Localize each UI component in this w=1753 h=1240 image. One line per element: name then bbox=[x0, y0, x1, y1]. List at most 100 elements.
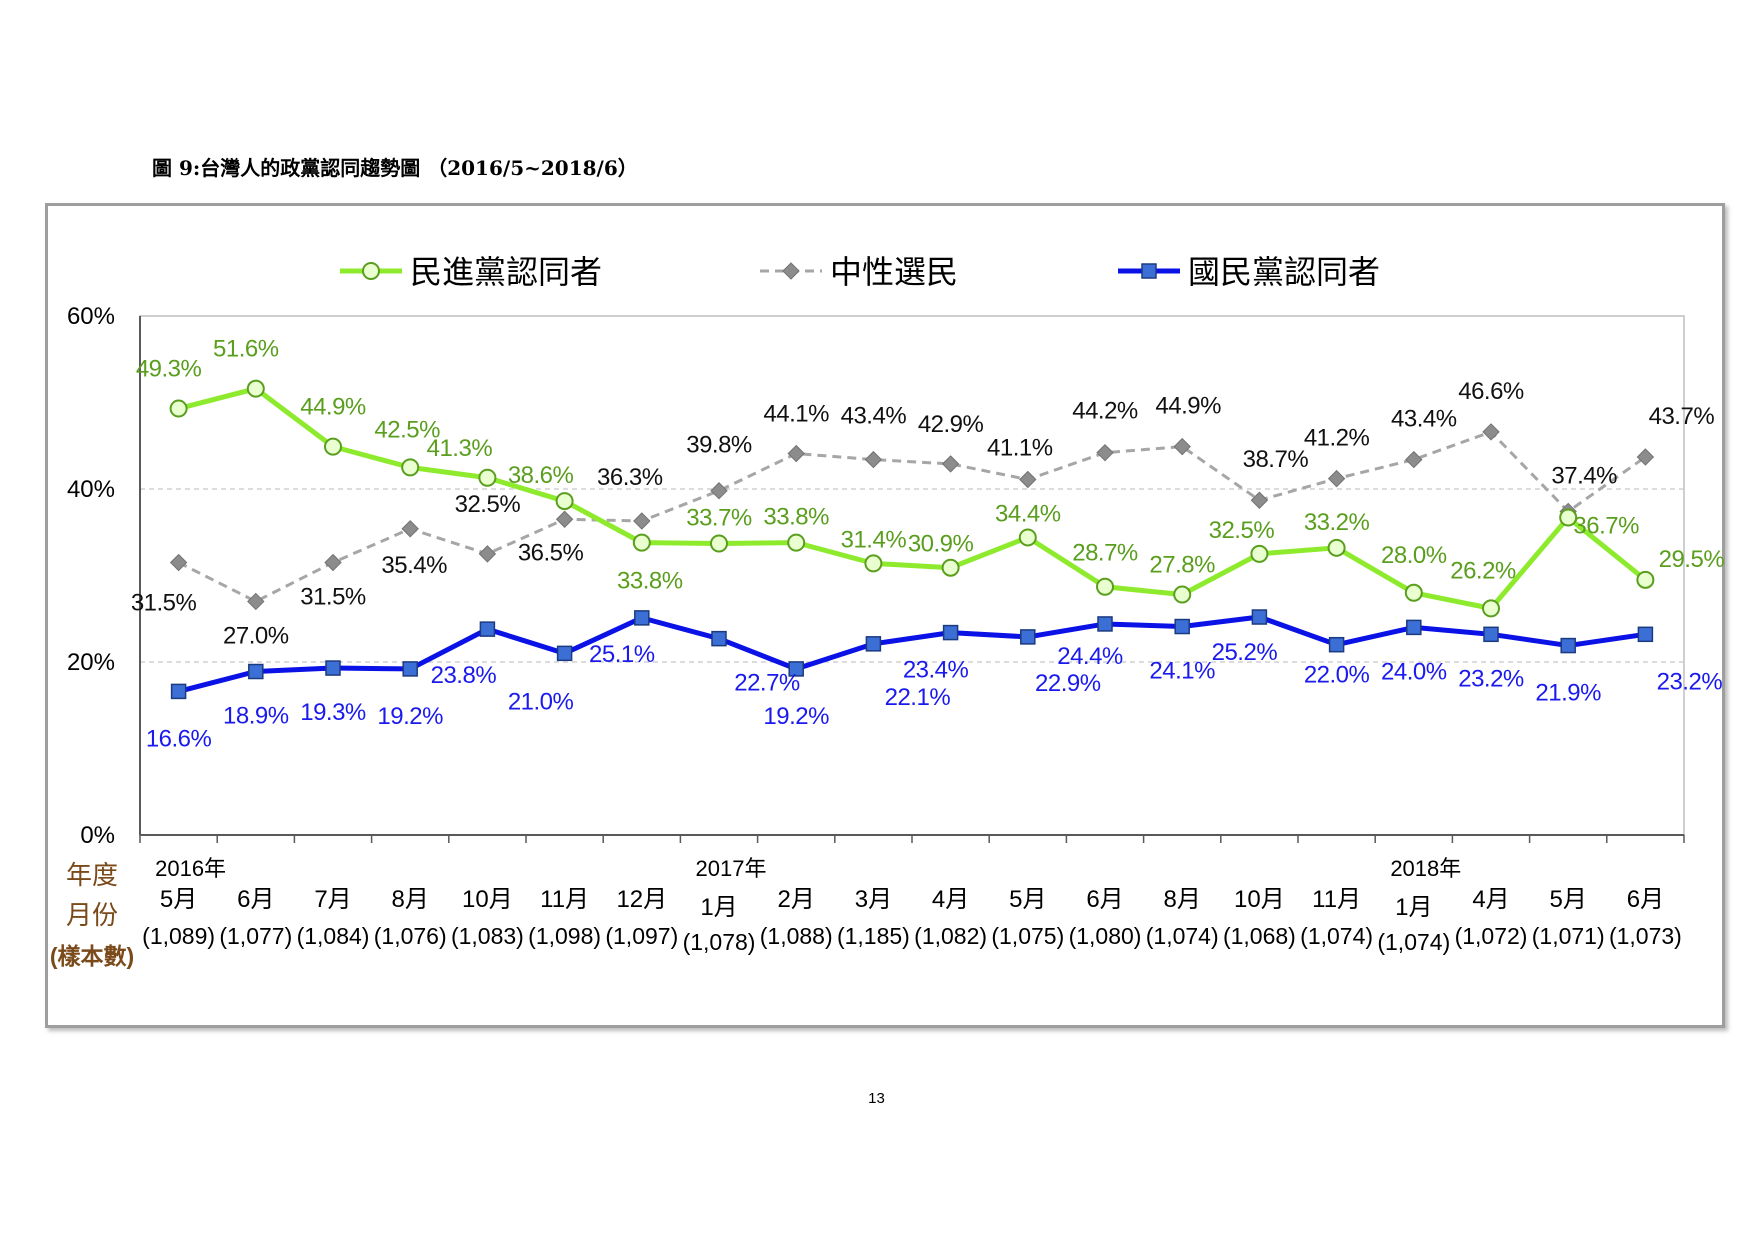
data-label-neutral: 31.5% bbox=[300, 584, 366, 611]
data-label-neutral: 37.4% bbox=[1551, 462, 1617, 489]
data-label-neutral: 39.8% bbox=[686, 432, 752, 459]
data-label-kmt: 24.0% bbox=[1381, 658, 1447, 685]
sample-size-label: (1,083) bbox=[451, 923, 524, 949]
data-label-kmt: 21.9% bbox=[1535, 680, 1601, 707]
month-label: 4月 bbox=[1472, 886, 1509, 913]
data-label-kmt: 16.6% bbox=[146, 725, 212, 752]
data-label-kmt: 25.1% bbox=[589, 641, 655, 668]
data-label-neutral: 36.5% bbox=[518, 539, 584, 566]
data-point-neutral bbox=[555, 510, 574, 528]
data-point-kmt bbox=[1560, 637, 1576, 654]
data-point-neutral bbox=[324, 553, 342, 572]
sample-size-label: (1,072) bbox=[1455, 923, 1528, 949]
data-label-dpp: 29.5% bbox=[1659, 546, 1725, 573]
sample-size-label: (1,074) bbox=[1300, 923, 1373, 949]
data-point-kmt bbox=[1174, 618, 1190, 635]
month-label: 1月 bbox=[700, 894, 737, 921]
data-point-dpp bbox=[787, 533, 806, 552]
data-point-kmt bbox=[634, 610, 650, 626]
y-tick-label: 60% bbox=[67, 303, 115, 330]
sample-size-label: (1,074) bbox=[1377, 929, 1450, 955]
data-point-neutral bbox=[787, 444, 805, 463]
data-label-dpp: 33.7% bbox=[686, 504, 752, 531]
series-line-kmt bbox=[177, 614, 1646, 694]
data-point-kmt bbox=[788, 661, 804, 677]
data-point-neutral bbox=[401, 520, 419, 538]
data-label-dpp: 28.0% bbox=[1381, 542, 1447, 569]
data-label-neutral: 44.9% bbox=[1155, 393, 1221, 420]
data-label-dpp: 26.2% bbox=[1450, 557, 1516, 584]
data-label-dpp: 33.8% bbox=[617, 568, 683, 595]
data-point-neutral bbox=[782, 262, 800, 280]
data-label-dpp: 36.7% bbox=[1573, 513, 1639, 540]
month-label: 5月 bbox=[1009, 886, 1046, 913]
chart-frame bbox=[45, 203, 1725, 1028]
sample-size-label: (1,077) bbox=[219, 923, 292, 949]
data-point-kmt bbox=[1141, 263, 1157, 279]
data-label-kmt: 23.2% bbox=[1657, 668, 1723, 695]
data-point-dpp bbox=[362, 262, 380, 280]
data-label-neutral: 41.2% bbox=[1304, 425, 1370, 452]
legend-kmt-label: 國民黨認同者 bbox=[1188, 254, 1380, 290]
data-label-dpp: 38.6% bbox=[508, 462, 574, 489]
data-point-dpp bbox=[478, 468, 497, 487]
data-label-kmt: 24.1% bbox=[1149, 658, 1215, 685]
data-label-kmt: 23.2% bbox=[1458, 665, 1524, 692]
data-label-neutral: 44.2% bbox=[1072, 398, 1138, 425]
data-point-dpp bbox=[401, 458, 420, 477]
month-label: 10月 bbox=[1234, 886, 1285, 913]
data-point-kmt bbox=[402, 661, 418, 677]
sample-size-label: (1,089) bbox=[142, 923, 215, 949]
data-point-neutral bbox=[1327, 469, 1346, 488]
data-point-dpp bbox=[941, 558, 960, 577]
data-point-neutral bbox=[710, 482, 728, 500]
sample-size-label: (1,068) bbox=[1223, 923, 1296, 949]
data-label-dpp: 33.8% bbox=[763, 504, 829, 531]
data-point-dpp bbox=[1018, 528, 1037, 547]
data-point-dpp bbox=[1327, 538, 1346, 557]
y-tick-label: 40% bbox=[67, 476, 115, 503]
data-point-dpp bbox=[324, 437, 342, 456]
sample-size-label: (1,185) bbox=[837, 923, 910, 949]
year-row-label: 年度 bbox=[66, 860, 118, 890]
data-label-kmt: 22.0% bbox=[1304, 662, 1370, 689]
data-label-neutral: 32.5% bbox=[455, 491, 521, 518]
data-label-kmt: 22.7% bbox=[734, 670, 800, 697]
data-point-neutral bbox=[1250, 491, 1269, 509]
data-point-dpp bbox=[1096, 577, 1114, 596]
data-point-neutral bbox=[1173, 437, 1191, 456]
data-label-neutral: 31.5% bbox=[131, 590, 197, 617]
sample-size-label: (1,071) bbox=[1532, 923, 1605, 949]
sample-size-label: (1,098) bbox=[528, 923, 601, 949]
data-point-kmt bbox=[479, 621, 496, 637]
data-label-dpp: 51.6% bbox=[213, 336, 279, 363]
sample-size-label: (1,080) bbox=[1069, 923, 1142, 949]
data-label-neutral: 38.7% bbox=[1243, 446, 1309, 473]
data-point-kmt bbox=[942, 624, 959, 641]
sample-size-label: (1,074) bbox=[1146, 923, 1219, 949]
data-label-neutral: 43.4% bbox=[1391, 406, 1457, 433]
data-label-neutral: 36.3% bbox=[597, 464, 663, 491]
data-point-neutral bbox=[478, 545, 497, 563]
data-point-neutral bbox=[1019, 470, 1037, 489]
month-label: 12月 bbox=[616, 886, 667, 913]
sample-size-label: (1,073) bbox=[1609, 923, 1682, 949]
data-label-neutral: 43.7% bbox=[1649, 403, 1715, 430]
data-label-dpp: 41.3% bbox=[427, 435, 493, 462]
data-label-kmt: 25.2% bbox=[1212, 639, 1278, 666]
data-point-dpp bbox=[1173, 585, 1192, 604]
data-label-dpp: 49.3% bbox=[136, 356, 202, 383]
data-point-neutral bbox=[1096, 443, 1114, 462]
year-label: 2016年 bbox=[155, 856, 226, 881]
data-point-kmt bbox=[556, 645, 573, 662]
series-line-dpp bbox=[177, 386, 1647, 611]
data-point-kmt bbox=[1020, 629, 1036, 645]
data-point-dpp bbox=[864, 554, 883, 573]
data-label-kmt: 18.9% bbox=[223, 703, 289, 730]
month-label: 5月 bbox=[1550, 886, 1587, 913]
data-point-neutral bbox=[1405, 450, 1423, 469]
sample-size-label: (1,076) bbox=[374, 923, 447, 949]
month-label: 11月 bbox=[540, 886, 589, 913]
sample-size-label: (1,088) bbox=[760, 923, 833, 949]
